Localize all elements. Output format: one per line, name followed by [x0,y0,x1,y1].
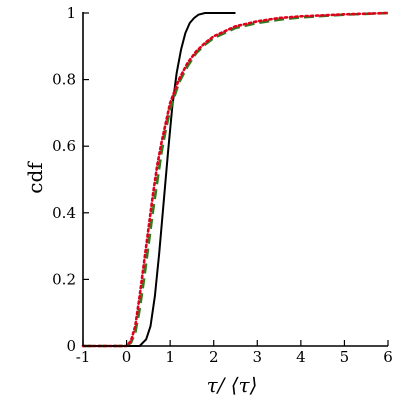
x-tick-label-4: 3 [253,348,263,366]
x-tick-label-7: 6 [383,348,393,366]
x-tick-label-3: 2 [209,348,219,366]
x-tick-label-1: 0 [122,348,132,366]
series-line-2-dashed [83,11,389,348]
y-tick-label-3: 0.6 [52,137,76,155]
y-tick-label-4: 0.8 [52,71,76,89]
x-tick-label-0: -1 [76,348,91,366]
y-tick-label-0: 0 [66,337,76,355]
y-tick-label-5: 1 [66,4,76,22]
series-line-3-dotted [81,11,390,348]
y-axis-title: cdf [23,161,47,194]
series-line-1-solid [83,12,236,347]
x-tick-label-2: 1 [165,348,175,366]
x-tick-label-6: 5 [340,348,350,366]
series-layer [81,11,390,348]
y-tick-label-2: 0.4 [52,204,76,222]
x-tick-label-5: 4 [296,348,306,366]
y-tick-label-1: 0.2 [52,270,76,288]
x-axis-title: τ/ ⟨τ⟩ [207,373,258,397]
axes-layer: -1 0 1 2 3 4 5 600.20.40.60.81 [52,4,393,366]
